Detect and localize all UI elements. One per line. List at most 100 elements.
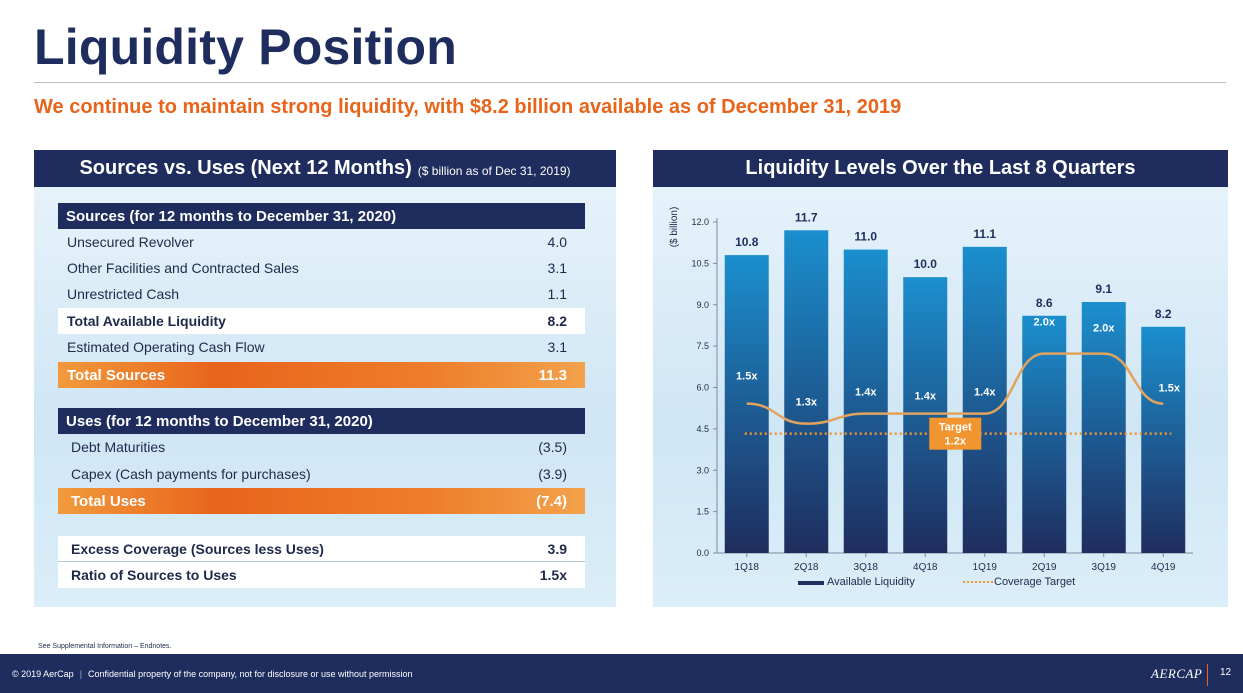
table-row: Capex (Cash payments for purchases) (3.9…: [58, 461, 585, 487]
coverage-ratio-line: [746, 352, 1164, 425]
liquidity-chart-header: Liquidity Levels Over the Last 8 Quarter…: [653, 150, 1228, 187]
row-label: Unrestricted Cash: [67, 286, 180, 302]
ratio-label: 1.3x: [796, 397, 818, 409]
uses-section-header: Uses (for 12 months to December 31, 2020…: [58, 408, 585, 434]
target-box: [929, 417, 982, 450]
aercap-logo: AERCAP: [1151, 666, 1203, 681]
title-divider: [34, 82, 1226, 83]
page-subtitle: We continue to maintain strong liquidity…: [34, 96, 902, 118]
y-tick-label: 3.0: [696, 465, 709, 475]
y-tick-label: 9.0: [696, 300, 709, 310]
footnote: See Supplemental Information – Endnotes.: [38, 643, 172, 650]
confidential-text: Confidential property of the company, no…: [88, 668, 413, 679]
ratio-label: 2.0x: [1034, 317, 1056, 329]
y-tick-label: 4.5: [696, 424, 709, 434]
y-tick-label: 6.0: [696, 383, 709, 393]
page-number: 12: [1220, 667, 1232, 678]
row-label: Estimated Operating Cash Flow: [67, 339, 265, 355]
row-label: Other Facilities and Contracted Sales: [67, 260, 299, 276]
bar-value-label: 11.1: [973, 227, 996, 241]
bar-2Q18: [784, 230, 829, 553]
row-value: (3.9): [538, 466, 567, 482]
row-label: Excess Coverage (Sources less Uses): [71, 541, 324, 557]
bar-value-label: 10.0: [914, 257, 938, 271]
row-value: 3.1: [547, 339, 567, 355]
x-tick-label: 3Q18: [854, 562, 879, 573]
ratio-label: 1.4x: [855, 387, 877, 399]
bar-4Q19: [1141, 326, 1186, 553]
y-tick-label: 1.5: [696, 507, 709, 517]
ratio-label: 1.5x: [736, 371, 758, 383]
table-row: Unrestricted Cash 1.1: [58, 281, 585, 307]
row-value: (7.4): [536, 492, 567, 510]
sources-uses-panel: Sources vs. Uses (Next 12 Months) ($ bil…: [34, 150, 616, 607]
row-label: Ratio of Sources to Uses: [71, 567, 237, 583]
x-tick-label: 3Q19: [1092, 562, 1117, 573]
bar-2Q19: [1022, 315, 1067, 553]
row-value: 3.9: [547, 541, 567, 557]
total-available-liquidity-row: Total Available Liquidity 8.2: [58, 308, 585, 334]
sources-section-header: Sources (for 12 months to December 31, 2…: [58, 203, 585, 229]
ratio-label: 1.5x: [1159, 383, 1181, 395]
row-label: Debt Maturities: [71, 439, 166, 455]
row-label: Capex (Cash payments for purchases): [71, 466, 311, 482]
copyright-text: © 2019 AerCap: [12, 668, 74, 679]
x-tick-label: 2Q18: [794, 562, 819, 573]
bar-value-label: 8.6: [1036, 296, 1053, 310]
ratio-label: 1.4x: [974, 387, 996, 399]
bar-value-label: 9.1: [1095, 282, 1112, 296]
y-tick-label: 12.0: [691, 217, 709, 227]
footer-divider: [1207, 664, 1208, 686]
legend-label: Coverage Target: [994, 576, 1075, 588]
legend-label: Available Liquidity: [827, 576, 915, 588]
bar-value-label: 11.7: [795, 210, 818, 224]
table-row: Other Facilities and Contracted Sales 3.…: [58, 255, 585, 281]
row-value: 1.5x: [539, 567, 567, 583]
target-value-label: 1.2x: [945, 436, 967, 448]
sources-uses-title-note: ($ billion as of Dec 31, 2019): [417, 163, 571, 178]
sources-uses-panel-header: Sources vs. Uses (Next 12 Months) ($ bil…: [34, 150, 616, 187]
x-tick-label: 4Q19: [1151, 562, 1176, 573]
table-row: Estimated Operating Cash Flow 3.1: [58, 334, 585, 360]
row-divider: [58, 561, 585, 562]
table-row: Unsecured Revolver 4.0: [58, 229, 585, 255]
liquidity-chart-title: Liquidity Levels Over the Last 8 Quarter…: [745, 157, 1136, 179]
x-tick-label: 4Q18: [913, 562, 938, 573]
liquidity-chart-panel: Liquidity Levels Over the Last 8 Quarter…: [653, 150, 1228, 607]
liquidity-chart: ($ billion) 0.0 1.5 3.0 4.5 6.0 7.5 9.0 10.5 12.0…: [669, 207, 1193, 588]
row-label: Total Sources: [67, 366, 166, 384]
legend-swatch-bars: [798, 581, 824, 585]
row-value: 3.1: [547, 260, 567, 276]
bar-1Q19: [962, 246, 1007, 553]
row-value: 4.0: [547, 234, 567, 250]
sources-uses-title: Sources vs. Uses (Next 12 Months): [79, 157, 412, 179]
y-axis-label: ($ billion): [669, 207, 680, 248]
footer-separator: |: [79, 668, 83, 679]
excess-coverage-row: Excess Coverage (Sources less Uses) 3.9: [58, 536, 585, 562]
x-tick-label: 2Q19: [1032, 562, 1057, 573]
x-tick-label: 1Q19: [973, 562, 998, 573]
row-value: 8.2: [547, 313, 567, 329]
row-value: (3.5): [538, 439, 567, 455]
ratio-row: Ratio of Sources to Uses 1.5x: [58, 562, 585, 588]
bar-value-label: 8.2: [1155, 307, 1172, 321]
bar-value-label: 10.8: [735, 235, 759, 249]
ratio-label: 1.4x: [915, 391, 937, 403]
row-value: 11.3: [538, 366, 567, 384]
row-value: 1.1: [547, 286, 567, 302]
total-sources-row: Total Sources 11.3: [58, 362, 585, 388]
y-tick-label: 10.5: [691, 258, 709, 268]
y-tick-label: 7.5: [696, 341, 709, 351]
bar-4Q18: [903, 277, 948, 553]
table-row: Debt Maturities (3.5): [58, 434, 585, 460]
row-label: Total Uses: [71, 492, 146, 510]
total-uses-row: Total Uses (7.4): [58, 488, 585, 514]
footer-bar: © 2019 AerCap | Confidential property of…: [0, 654, 1243, 693]
ratio-label: 2.0x: [1093, 323, 1115, 335]
bar-3Q18: [843, 249, 888, 554]
y-tick-label: 0.0: [696, 548, 709, 558]
page-title: Liquidity Position: [34, 19, 458, 75]
bar-3Q19: [1081, 301, 1126, 553]
row-label: Unsecured Revolver: [67, 234, 194, 250]
row-label: Total Available Liquidity: [67, 313, 226, 329]
